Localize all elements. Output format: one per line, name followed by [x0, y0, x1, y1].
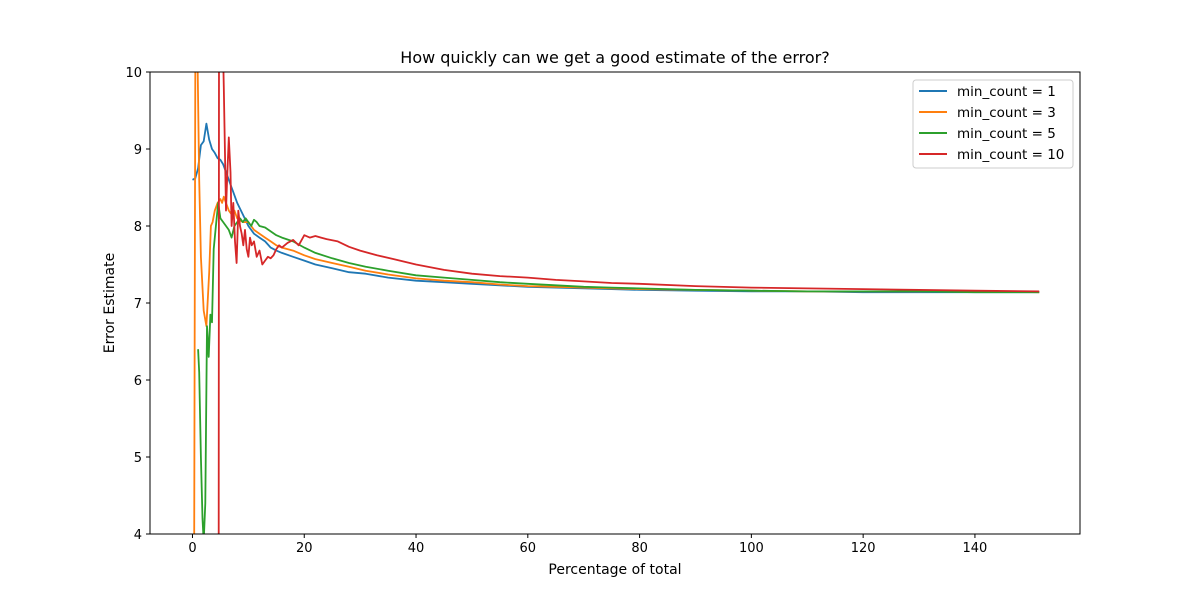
x-tick-label: 60 — [520, 541, 537, 556]
y-tick-label: 4 — [134, 528, 142, 543]
legend-label-3: min_count = 5 — [957, 126, 1056, 142]
x-tick-label: 40 — [408, 541, 425, 556]
series-line-3 — [197, 201, 1040, 534]
y-tick-label: 7 — [134, 297, 142, 312]
y-tick-label: 5 — [134, 451, 142, 466]
x-axis-label: Percentage of total — [548, 562, 681, 578]
legend: min_count = 1 min_count = 3 min_count = 5 m… — [912, 79, 1074, 169]
y-tick-label: 9 — [134, 143, 142, 158]
y-tick-label: 8 — [134, 220, 142, 235]
series-line-4 — [217, 72, 1040, 534]
series-lines — [192, 72, 1040, 534]
x-tick-label: 20 — [296, 541, 313, 556]
x-axis: 0 20 40 60 80 100 120 140 — [188, 534, 987, 556]
chart-title: How quickly can we get a good estimate o… — [400, 48, 829, 67]
x-tick-label: 100 — [739, 541, 764, 556]
x-tick-label: 140 — [963, 541, 988, 556]
legend-label-1: min_count = 1 — [957, 84, 1056, 100]
x-tick-label: 80 — [631, 541, 648, 556]
x-tick-label: 0 — [188, 541, 196, 556]
legend-label-4: min_count = 10 — [957, 147, 1064, 163]
x-tick-label: 120 — [851, 541, 876, 556]
y-axis-label: Error Estimate — [102, 253, 118, 353]
y-axis: 4 5 6 7 8 9 10 — [125, 66, 150, 543]
y-tick-label: 10 — [125, 66, 142, 81]
legend-box — [912, 79, 1074, 169]
y-tick-label: 6 — [134, 374, 142, 389]
legend-label-2: min_count = 3 — [957, 105, 1056, 121]
